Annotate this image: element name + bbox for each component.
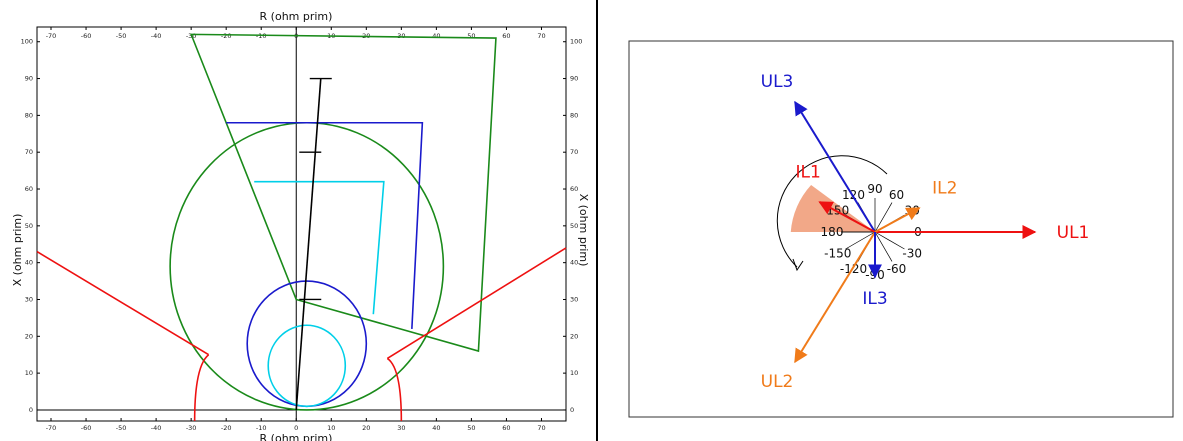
bottom-tick-label: 10 — [327, 424, 335, 432]
top-tick-label: -40 — [151, 32, 162, 40]
left-tick-label: 50 — [25, 222, 33, 230]
right-tick-label: 100 — [570, 38, 582, 46]
angle-label: 60 — [889, 188, 904, 202]
angle-label: 120 — [842, 188, 865, 202]
right-tick-label: 80 — [570, 111, 578, 119]
cyan-circle — [267, 324, 347, 408]
bottom-tick-label: -20 — [221, 424, 232, 432]
left-tick-label: 90 — [25, 75, 33, 83]
bottom-tick-label: -40 — [151, 424, 162, 432]
angle-spoke — [845, 231, 876, 250]
cyan-zone-outline — [254, 180, 385, 315]
rotation-direction-arrow — [776, 155, 888, 268]
left-tick-label: 30 — [25, 295, 33, 303]
phasor-label-ul3: UL3 — [761, 72, 794, 92]
top-tick-label: 70 — [537, 32, 545, 40]
red-load-arc-left — [193, 354, 210, 422]
angle-spoke — [874, 202, 893, 233]
angle-spoke — [874, 231, 893, 262]
right-tick-label: 90 — [570, 75, 578, 83]
left-tick-label: 100 — [21, 38, 33, 46]
angle-label: -30 — [902, 247, 922, 261]
top-tick-label: -50 — [116, 32, 127, 40]
right-axis-label: X (ohm prim) — [577, 194, 590, 267]
bottom-tick-label: 20 — [362, 424, 370, 432]
top-tick-label: 60 — [502, 32, 510, 40]
top-tick-label: -70 — [46, 32, 57, 40]
right-tick-label: 0 — [570, 406, 574, 414]
bottom-axis-label: R (ohm prim) — [260, 432, 333, 441]
right-tick-label: 50 — [570, 222, 578, 230]
left-tick-label: 40 — [25, 259, 33, 267]
right-tick-label: 20 — [570, 332, 578, 340]
angle-label: 180 — [821, 225, 844, 239]
phasor-ul2 — [794, 231, 876, 364]
line-impedance — [295, 78, 322, 411]
plot-frame — [36, 26, 567, 422]
phasor-label-ul2: UL2 — [761, 372, 794, 392]
left-tick-label: 70 — [25, 148, 33, 156]
angle-label: -150 — [824, 247, 851, 261]
bottom-tick-label: -70 — [46, 424, 57, 432]
phasor-label-il1: IL1 — [796, 163, 821, 183]
phasor-label-ul1: UL1 — [1057, 223, 1090, 243]
phasor-il2 — [874, 207, 921, 233]
red-load-line-left — [36, 250, 210, 356]
phasor-label-il3: IL3 — [862, 289, 887, 309]
top-tick-label: 30 — [397, 32, 405, 40]
bottom-tick-label: -50 — [116, 424, 127, 432]
right-tick-label: 60 — [570, 185, 578, 193]
phasor-diagram-panel: 0306090120150180-150-120-90-60-30UL1UL2U… — [596, 0, 1183, 441]
bottom-tick-label: -30 — [186, 424, 197, 432]
bottom-tick-label: 50 — [467, 424, 475, 432]
bottom-tick-label: 40 — [432, 424, 440, 432]
phasor-label-il2: IL2 — [932, 179, 957, 199]
angle-label: -120 — [840, 262, 867, 276]
impedance-plot-panel: R (ohm prim) R (ohm prim) X (ohm prim) X… — [11, 10, 590, 441]
bottom-tick-label: 30 — [397, 424, 405, 432]
top-tick-label: 50 — [467, 32, 475, 40]
phasor-diagram: 0306090120150180-150-120-90-60-30UL1UL2U… — [628, 40, 1174, 418]
bottom-tick-label: -10 — [256, 424, 267, 432]
bottom-tick-label: -60 — [81, 424, 92, 432]
left-tick-label: 20 — [25, 332, 33, 340]
left-tick-label: 80 — [25, 111, 33, 119]
bottom-tick-label: 0 — [294, 424, 298, 432]
green-zone-quadrilateral — [189, 33, 497, 353]
rotation-arrowhead — [792, 258, 804, 272]
right-tick-label: 30 — [570, 295, 578, 303]
right-tick-label: 40 — [570, 259, 578, 267]
left-tick-label: 0 — [29, 406, 33, 414]
top-tick-label: 40 — [432, 32, 440, 40]
left-axis-label: X (ohm prim) — [11, 214, 24, 287]
phasor-il1 — [818, 201, 876, 233]
bottom-tick-label: 70 — [537, 424, 545, 432]
angle-label: 90 — [867, 182, 882, 196]
top-tick-label: -60 — [81, 32, 92, 40]
blue-zone-outline — [226, 121, 424, 329]
top-tick-label: -20 — [221, 32, 232, 40]
angle-label: -60 — [887, 262, 907, 276]
bottom-tick-label: 60 — [502, 424, 510, 432]
phasor-ul3 — [794, 100, 876, 233]
left-tick-label: 60 — [25, 185, 33, 193]
impedance-plot: R (ohm prim) R (ohm prim) X (ohm prim) X… — [11, 10, 590, 441]
top-axis-label: R (ohm prim) — [260, 10, 333, 23]
angle-spoke — [874, 231, 905, 250]
right-tick-label: 70 — [570, 148, 578, 156]
right-tick-label: 10 — [570, 369, 578, 377]
phasor-frame — [628, 40, 1174, 418]
left-tick-label: 10 — [25, 369, 33, 377]
red-load-line-right — [386, 247, 567, 360]
red-load-arc-right — [386, 357, 403, 422]
